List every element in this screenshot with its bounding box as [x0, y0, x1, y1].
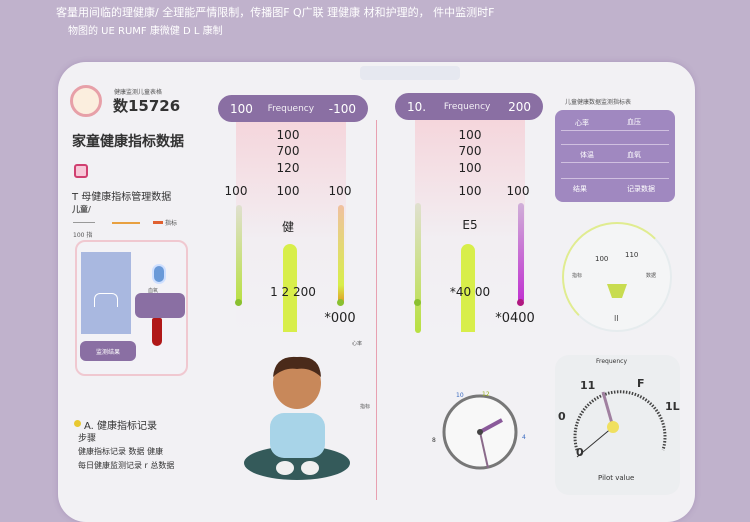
- legend-swatch: [153, 221, 163, 224]
- clock-label: 12: [482, 391, 490, 398]
- gauge2-left-bar: [415, 203, 421, 333]
- speedometer-label: 0: [558, 410, 566, 423]
- legend-label: 指标: [165, 220, 178, 227]
- clock-label: 4: [522, 434, 526, 441]
- speedometer-gauge: [573, 390, 667, 458]
- gauge1-level-bar: [283, 244, 297, 332]
- gauge1-center-label: 健: [281, 220, 294, 234]
- gauge1-header[interactable]: 100 Frequency -100: [218, 95, 368, 122]
- logo-caption: 健康监测儿童表格: [114, 89, 163, 96]
- legend-line-orange: [112, 222, 140, 224]
- stats-cell: 心率: [575, 119, 589, 127]
- speedometer-label: 1L: [665, 400, 680, 413]
- gauge2-tick: 100: [458, 161, 482, 175]
- clock-label: 10: [456, 392, 464, 399]
- gauge2-tick: 100: [458, 184, 482, 198]
- speedometer-caption: Pilot value: [598, 474, 635, 482]
- gauge2-header[interactable]: 10. Frequency 200: [395, 93, 543, 120]
- gauge1-bottom-value: *000: [324, 311, 356, 326]
- stats-cell: 记录数据: [627, 185, 655, 193]
- page-title: 家童健康指标数据: [72, 134, 184, 150]
- gauge1-left-value: 100: [230, 101, 253, 116]
- center-divider: [376, 120, 377, 500]
- gauge1-side-right: 100: [328, 184, 352, 198]
- notes-sub: 步骤: [78, 434, 97, 444]
- stats-cell: 结果: [573, 185, 587, 193]
- stats-panel: 心率 血压 体温 血氧 结果 记录数据: [555, 110, 675, 202]
- logo-icon: [70, 85, 102, 117]
- speedometer-label: 11: [580, 379, 596, 392]
- stats-cell: 体温: [580, 151, 594, 159]
- legend-caption: 100 指: [73, 232, 93, 239]
- gauge2-right-value: 200: [508, 99, 531, 114]
- stats-cell: 血压: [627, 118, 641, 126]
- gauge2-tick: 700: [458, 144, 482, 158]
- child-illustration: [244, 356, 350, 480]
- blood-vial-icon: [152, 318, 162, 346]
- dial-side-label: 指标: [572, 273, 583, 279]
- legend-line-gray: [73, 222, 95, 223]
- gauge2-label: Frequency: [443, 101, 491, 112]
- divider-label: 指标: [360, 404, 371, 410]
- gauge2-left-value: 10.: [407, 99, 427, 114]
- device-result-panel: [135, 293, 185, 318]
- device-badge: 血氧: [148, 288, 159, 294]
- calendar-icon[interactable]: [74, 164, 88, 178]
- gauge2-level-bar: [461, 244, 475, 332]
- gauge1-tick: 700: [276, 144, 300, 158]
- gauge2-marker[interactable]: [517, 299, 524, 306]
- sensor-icon: [152, 264, 166, 284]
- notes-line-2: 每日健康监测记录 r 总数据: [78, 461, 175, 470]
- cup-icon: [607, 284, 627, 298]
- gauge1-label: Frequency: [267, 103, 315, 114]
- gauge1-right-bar: [338, 205, 344, 305]
- top-tab: [360, 66, 460, 80]
- speedometer-label: F: [637, 377, 645, 390]
- gauge1-right-value: -100: [328, 101, 356, 116]
- gauge1-left-bar: [236, 205, 242, 305]
- gauge1-tick: 100: [276, 128, 300, 142]
- sub-caption: 儿童/: [72, 205, 91, 214]
- header-line-2: 物图的 UE RUMF 康微健 D L 康制: [68, 26, 223, 37]
- speedometer-title: Frequency: [596, 358, 627, 365]
- gauge2-readout: *40 00: [449, 285, 491, 299]
- gauge1-marker[interactable]: [337, 299, 344, 306]
- wave-icon: [94, 293, 118, 307]
- gauge2-tick: 100: [458, 128, 482, 142]
- gauge2-right-bar: [518, 203, 524, 303]
- gauge2-marker[interactable]: [414, 299, 421, 306]
- subtitle: T 母健康指标管理数据: [72, 192, 172, 203]
- gauge2-bottom-value: *0400: [495, 311, 535, 326]
- dial-bottom-label: II: [614, 314, 619, 323]
- dial-side-label: 数据: [646, 273, 657, 279]
- round-dial: [562, 222, 672, 332]
- clock-label: 8: [432, 437, 436, 444]
- id-label: 数15726: [113, 97, 181, 115]
- stats-cell: 血氧: [627, 151, 641, 159]
- gauge2-side-right: 100: [506, 184, 530, 198]
- header-line-1: 客量用间临的理健康/ 全理能严情限制，传播图F Q广联 理健康 材和护理的， 件…: [56, 6, 495, 19]
- gauge1-side-left: 100: [224, 184, 248, 198]
- speedometer-label: 0: [576, 446, 584, 459]
- gauge1-tick: 120: [276, 161, 300, 175]
- divider-label: 心率: [352, 341, 363, 347]
- stats-caption: 儿童健康数据监测指标表: [565, 99, 632, 106]
- gauge1-readout: 1 2 200: [270, 285, 316, 299]
- notes-title: A. 健康指标记录: [84, 421, 158, 432]
- dial-label: 110: [625, 251, 639, 259]
- gauge1-tick: 100: [276, 184, 300, 198]
- dial-label: 100: [595, 255, 609, 263]
- notes-line-1: 健康指标记录 数据 健康: [78, 447, 164, 456]
- warning-icon: [74, 420, 81, 427]
- gauge2-center-label: E5: [462, 218, 478, 232]
- device-button[interactable]: 监测结果: [80, 341, 136, 361]
- clock-icon: [442, 394, 518, 470]
- gauge1-marker[interactable]: [235, 299, 242, 306]
